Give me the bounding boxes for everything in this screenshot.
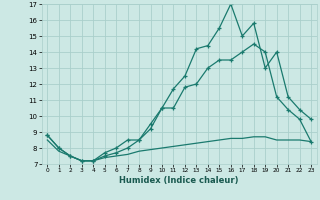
X-axis label: Humidex (Indice chaleur): Humidex (Indice chaleur)	[119, 176, 239, 185]
